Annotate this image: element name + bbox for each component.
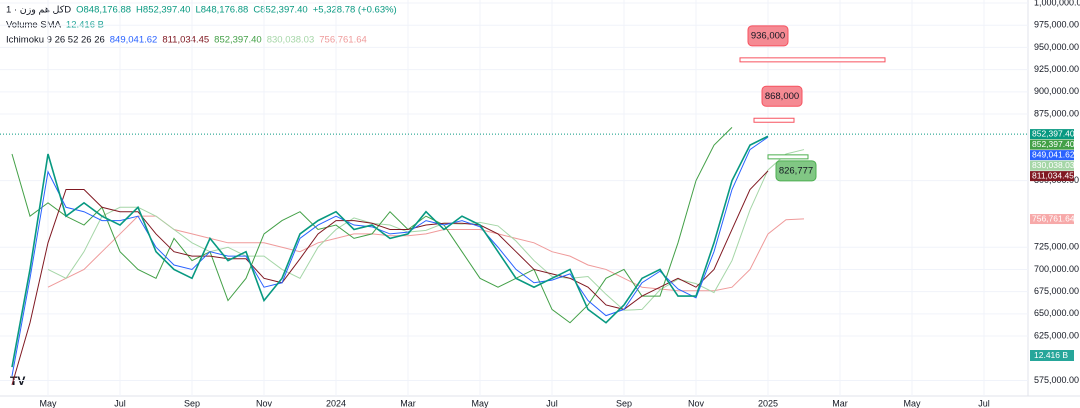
x-tick-label: Jul (546, 398, 558, 408)
x-tick-label: May (471, 398, 489, 408)
series-line (11, 170, 769, 386)
x-tick-label: 2025 (758, 398, 778, 408)
price-label: 830,038.03 (1032, 160, 1075, 170)
indicator-name: Ichimoku 9 26 52 26 26 (6, 35, 105, 46)
volume-label: 12.416 B (1034, 350, 1068, 360)
annotation-box (747, 25, 789, 47)
ohlc-value: O848,176.88 (76, 5, 131, 16)
x-tick-label: Jul (114, 398, 126, 408)
y-tick-label: 975,000.00 (1034, 20, 1079, 30)
x-tick-label: Mar (832, 398, 848, 408)
x-tick-label: Jul (978, 398, 990, 408)
x-tick-label: May (39, 398, 57, 408)
series-line (47, 215, 805, 292)
x-tick-label: Nov (688, 398, 705, 408)
volume-label-bg (1030, 350, 1074, 361)
x-tick-label: Sep (616, 398, 632, 408)
annotation-level (739, 57, 886, 63)
y-tick-label: 575,000.00 (1034, 375, 1079, 385)
y-tick-label: 1,000,000.00 (1034, 0, 1080, 7)
y-tick-label: 700,000.00 (1034, 264, 1079, 274)
price-label-bg (1030, 139, 1074, 150)
price-label-bg (1030, 171, 1074, 182)
y-tick-label: 625,000.00 (1034, 330, 1079, 340)
annotation-box (761, 85, 803, 107)
ohlc-value: H852,397.40 (136, 5, 190, 16)
series-line (11, 136, 769, 377)
indicator-value: 756,761.64 (319, 35, 367, 46)
annotation-label: 868,000 (765, 91, 799, 102)
series-line (11, 126, 733, 324)
ohlc-value: L848,176.88 (195, 5, 248, 16)
annotation-label: 826,777 (779, 165, 813, 176)
price-label: 852,397.40 (1032, 128, 1075, 138)
series-line (11, 135, 769, 368)
change: +5,328.78 (+0.63%) (313, 5, 397, 16)
y-tick-label: 900,000.00 (1034, 86, 1079, 96)
indicator-value: 830,038.03 (267, 35, 315, 46)
logo: TV (10, 374, 25, 388)
annotation-level (767, 154, 809, 160)
y-tick-label: 675,000.00 (1034, 286, 1079, 296)
annotation-label: 936,000 (751, 30, 785, 41)
x-tick-label: Mar (400, 398, 416, 408)
price-label-bg (1030, 150, 1074, 161)
price-label: 852,397.40 (1032, 139, 1075, 149)
indicator-value: 852,397.40 (214, 35, 262, 46)
x-tick-label: Sep (184, 398, 200, 408)
price-label: 756,761.64 (1032, 213, 1075, 223)
price-label-bg (1030, 129, 1074, 140)
price-label: 849,041.62 (1032, 149, 1075, 159)
symbol: کل هم وزن · 1D (6, 5, 71, 16)
price-label-bg (1030, 160, 1074, 171)
x-tick-label: Nov (256, 398, 273, 408)
x-tick-label: May (903, 398, 921, 408)
series-line (47, 149, 805, 311)
price-label-bg (1030, 214, 1074, 225)
y-tick-label: 875,000.00 (1034, 108, 1079, 118)
y-tick-label: 650,000.00 (1034, 308, 1079, 318)
indicator-value: 811,034.45 (162, 35, 209, 46)
y-tick-label: 925,000.00 (1034, 64, 1079, 74)
annotation-level (753, 117, 795, 123)
y-tick-label: 725,000.00 (1034, 242, 1079, 252)
ohlc-value: C852,397.40 (253, 5, 307, 16)
price-label: 811,034.45 (1032, 170, 1074, 180)
indicator-value: 849,041.62 (110, 35, 158, 46)
annotation-box (775, 160, 817, 182)
y-tick-label: 950,000.00 (1034, 42, 1079, 52)
x-tick-label: 2024 (326, 398, 346, 408)
